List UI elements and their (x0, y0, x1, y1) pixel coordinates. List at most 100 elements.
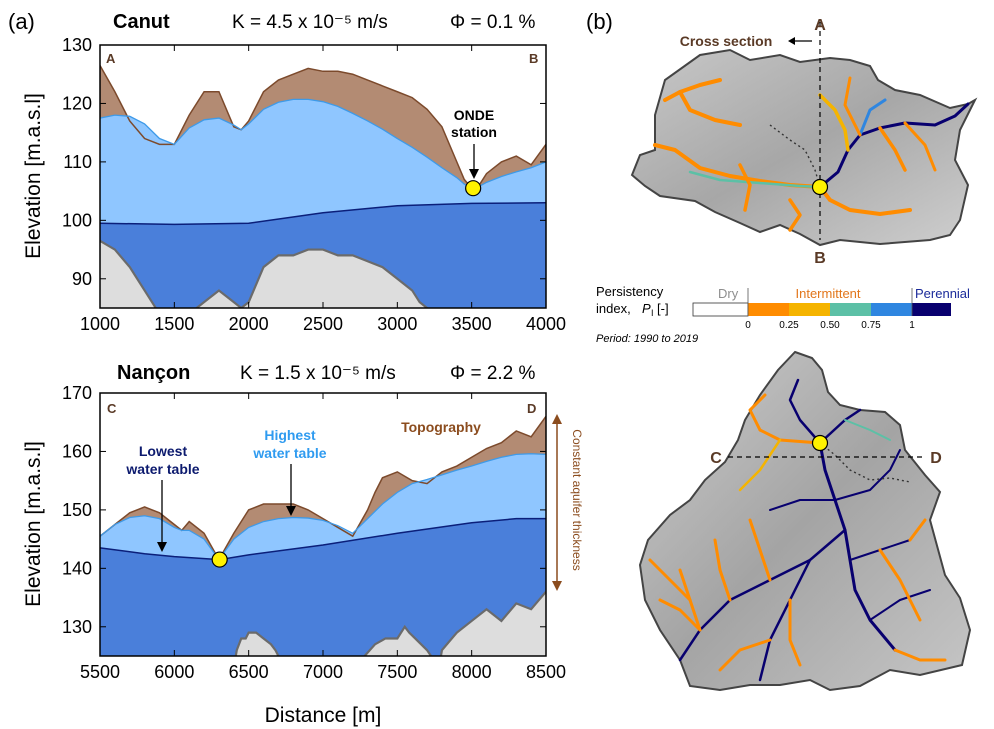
aquifer-bottom-line (234, 590, 546, 656)
station-marker-map-canut (811, 178, 829, 196)
y-tick-label: 130 (62, 617, 92, 637)
map-label-d: D (930, 450, 942, 467)
legend-swatch-2 (789, 303, 830, 316)
topography-line (100, 415, 546, 562)
x-tick-label: 1500 (154, 314, 194, 334)
lowest-water-table-line (100, 202, 546, 226)
y-tick-label: 140 (62, 558, 92, 578)
stream-network-canut (653, 76, 970, 232)
x-tick-label: 6000 (154, 662, 194, 682)
legend-swatch-dry (692, 302, 749, 317)
x-tick-label: 8500 (526, 662, 566, 682)
x-axis-label: Distance [m] (265, 704, 382, 727)
chart-nancon: Nançon K = 1.5 x 10⁻⁵ m/s Φ = 2.2 % 5500… (22, 362, 584, 682)
aquifer-arrowhead-bottom (552, 581, 562, 591)
stream-network-nancon (648, 378, 947, 682)
station-marker-canut (465, 180, 482, 197)
x-tick-label: 4000 (526, 314, 566, 334)
x-tick-label: 3500 (452, 314, 492, 334)
chart-1-right-label: B (529, 51, 538, 66)
aquifer-bottom-line (100, 239, 429, 308)
catchment-divide-nancon (819, 442, 911, 483)
legend-intermittent: Intermittent (795, 286, 860, 301)
y-tick-label: 100 (62, 210, 92, 230)
chart-2-phi: Φ = 2.2 % (450, 363, 536, 384)
chart-2-right-label: D (527, 401, 536, 416)
station-arrowhead (469, 169, 479, 179)
cross-section-label: Cross section (680, 33, 773, 49)
aquifer-arrowhead-top (552, 414, 562, 424)
persistency-legend: Persistency index, P I [-] Dry Intermitt… (596, 284, 970, 345)
aquifer-bottom-area (100, 240, 428, 308)
lowest-label-line1: Lowest (139, 443, 188, 459)
legend-perennial: Perennial (915, 286, 970, 301)
chart-1-left-label: A (106, 51, 116, 66)
x-tick-label: 6500 (229, 662, 269, 682)
catchment-divide-canut (769, 124, 821, 188)
legend-swatch-1 (748, 303, 789, 316)
y-tick-label: 90 (72, 269, 92, 289)
panel-a-label: (a) (8, 9, 35, 34)
lowest-label-line2: water table (125, 461, 199, 477)
chart-2-left-label: C (107, 401, 117, 416)
legend-subscript: I (651, 308, 654, 318)
chart-1-areas (100, 65, 546, 308)
chart-1-ylabel: Elevation [m.a.s.l] (22, 93, 45, 259)
y-tick-label: 110 (63, 152, 92, 172)
chart-2-ylabel: Elevation [m.a.s.l] (22, 441, 45, 607)
legend-unit: [-] (657, 301, 669, 316)
station-label-line2: station (451, 124, 497, 140)
station-marker-nancon (211, 551, 228, 568)
chart-canut: Canut K = 4.5 x 10⁻⁵ m/s Φ = 0.1 % 1000 1… (22, 11, 566, 334)
x-tick-label: 2500 (303, 314, 343, 334)
x-tick-label: 7500 (377, 662, 417, 682)
aquifer-thickness-label: Constant aquifer thickness (570, 429, 584, 570)
chart-2-areas (100, 415, 546, 656)
lowest-water-table-line (100, 517, 546, 561)
y-tick-label: 160 (62, 441, 92, 461)
x-tick-label: 1000 (80, 314, 120, 334)
catchment-canut-outline (630, 48, 978, 247)
legend-tick-1: 0.25 (779, 320, 799, 331)
chart-2-site: Nançon (117, 362, 190, 384)
lowest-water-table-area (100, 518, 546, 656)
aquifer-bottom-area (235, 591, 546, 656)
highest-water-table-line (100, 453, 546, 561)
legend-tick-3: 0.75 (861, 320, 881, 331)
chart-1-site: Canut (113, 11, 170, 33)
legend-symbol: P (642, 301, 651, 316)
x-tick-label: 5500 (80, 662, 120, 682)
map-label-c: C (710, 450, 722, 467)
map-nancon: C D (638, 350, 972, 692)
legend-title-line1: Persistency (596, 284, 664, 299)
map-label-a: A (814, 17, 826, 34)
lowest-arrowhead (157, 542, 167, 552)
legend-tick-4: 1 (909, 320, 915, 331)
x-tick-label: 2000 (229, 314, 269, 334)
station-label-line1: ONDE (454, 107, 494, 123)
y-tick-label: 150 (62, 500, 92, 520)
legend-dry: Dry (718, 286, 739, 301)
legend-tick-2: 0.50 (820, 320, 840, 331)
chart-1-phi: Φ = 0.1 % (450, 12, 536, 33)
map-label-b: B (814, 250, 826, 267)
x-tick-label: 8000 (452, 662, 492, 682)
map-canut: A B Cross section (630, 17, 978, 267)
highest-arrowhead (286, 506, 296, 516)
legend-period: Period: 1990 to 2019 (596, 333, 698, 345)
y-tick-label: 120 (62, 93, 92, 113)
legend-swatch-3 (830, 303, 871, 316)
cross-section-arrowhead (788, 37, 795, 45)
chart-1-k: K = 4.5 x 10⁻⁵ m/s (232, 12, 388, 33)
y-tick-label: 130 (62, 35, 92, 55)
panel-b-label: (b) (586, 9, 613, 34)
legend-swatch-4 (871, 303, 912, 316)
highest-label-line2: water table (252, 445, 326, 461)
legend-title-line2: index, (596, 301, 631, 316)
chart-2-ticks: 5500 6000 6500 7000 7500 8000 8500 130 140 150 160… (62, 383, 566, 682)
catchment-nancon-outline (638, 350, 972, 692)
chart-1-ticks: 1000 1500 2000 2500 3000 3500 4000 90 100 110 120 1… (62, 35, 566, 334)
station-marker-map-nancon (811, 434, 829, 452)
y-tick-label: 170 (62, 383, 92, 403)
